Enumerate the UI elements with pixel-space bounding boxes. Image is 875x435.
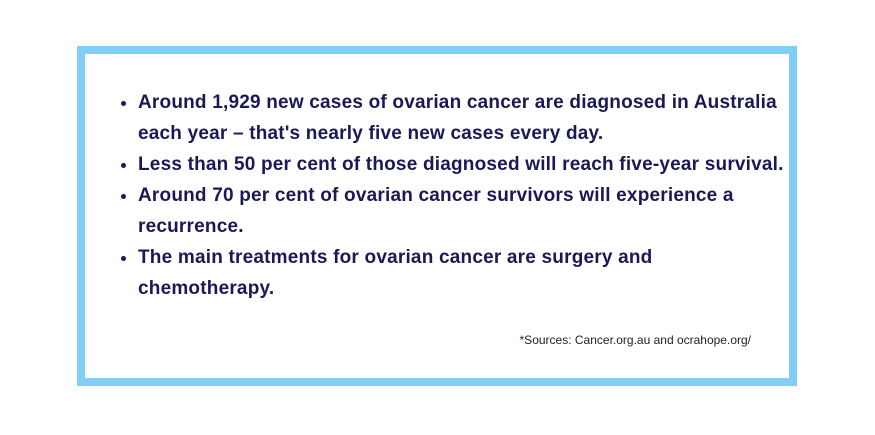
card-frame xyxy=(77,46,797,386)
fact-list: Around 1,929 new cases of ovarian cancer… xyxy=(117,87,788,304)
sources-note: *Sources: Cancer.org.au and ocrahope.org… xyxy=(519,333,751,347)
fact-item: Around 1,929 new cases of ovarian cancer… xyxy=(138,87,788,149)
fact-item: Around 70 per cent of ovarian cancer sur… xyxy=(138,180,788,242)
fact-item: Less than 50 per cent of those diagnosed… xyxy=(138,149,788,180)
fact-item: The main treatments for ovarian cancer a… xyxy=(138,242,788,304)
